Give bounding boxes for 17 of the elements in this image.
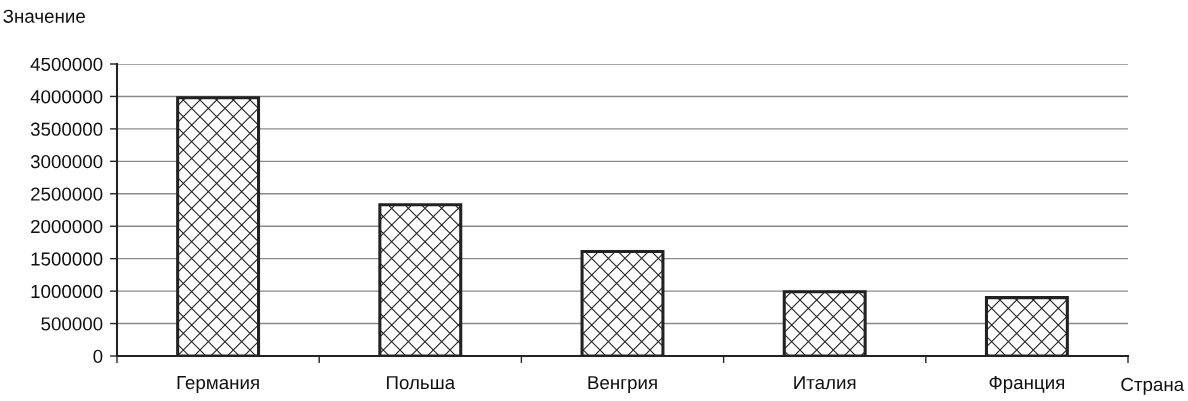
- y-tick-label: 2500000: [31, 187, 103, 201]
- x-tick-label: Франция: [989, 376, 1065, 393]
- y-tick-label: 4500000: [30, 57, 103, 71]
- y-axis-title: Значение: [3, 9, 85, 23]
- x-tick-label: Италия: [794, 376, 856, 390]
- y-tick-label: 4000000: [30, 90, 103, 104]
- y-tick-label: 2000000: [31, 219, 103, 234]
- x-tick-label: Польша: [386, 376, 456, 390]
- x-tick-label: Венгрия: [588, 376, 657, 393]
- x-axis-title: Страна: [1121, 377, 1185, 395]
- y-tick-label: 3000000: [30, 155, 103, 169]
- y-tick-label: 1500000: [31, 252, 103, 266]
- y-tick-label: 1000000: [31, 284, 103, 299]
- y-tick-label: 3500000: [30, 122, 103, 136]
- y-tick-label: 0: [93, 349, 103, 363]
- y-tick-label: 500000: [41, 317, 103, 331]
- x-tick-label: Германия: [177, 376, 259, 393]
